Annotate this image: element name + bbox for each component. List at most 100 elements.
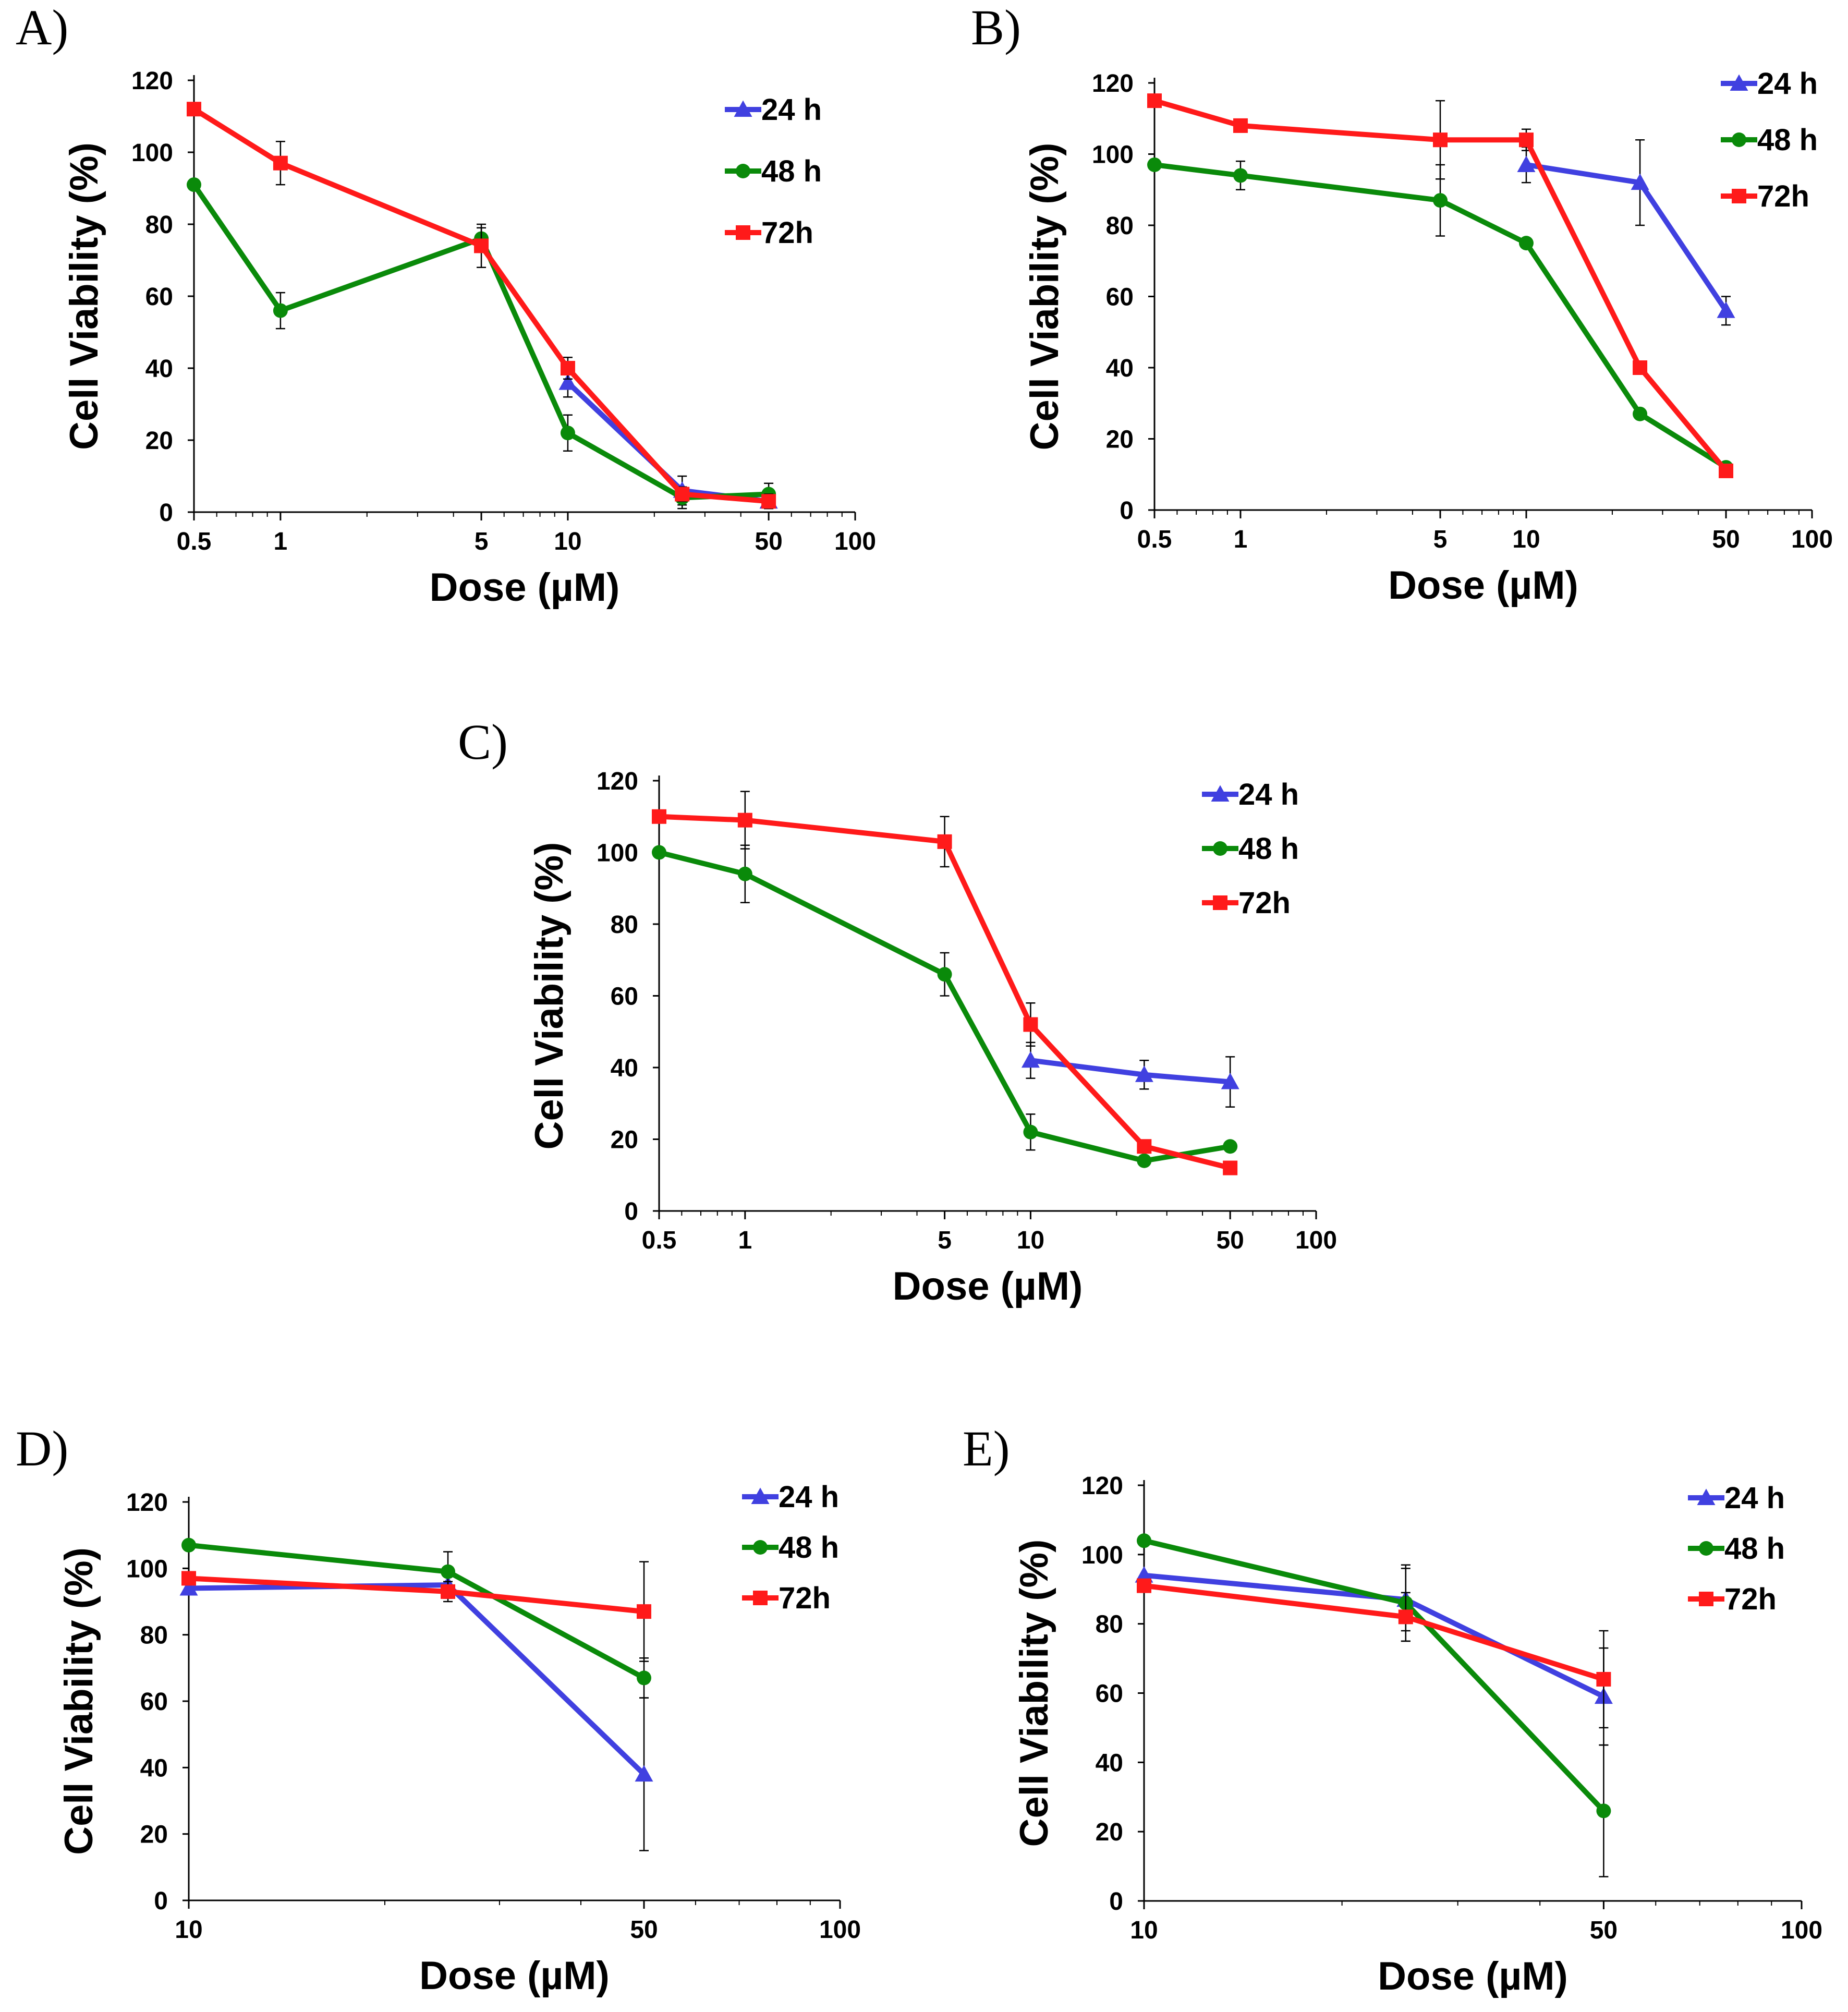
data-point bbox=[273, 155, 288, 171]
x-tick-label: 5 bbox=[475, 528, 489, 555]
x-tick-label: 1 bbox=[274, 528, 288, 555]
data-point bbox=[1518, 236, 1534, 251]
series-72h bbox=[652, 791, 1238, 1175]
series-48h bbox=[1137, 1533, 1611, 1877]
panel-label: C) bbox=[458, 714, 508, 770]
legend-label: 48 h bbox=[1238, 832, 1299, 866]
panel-b: B) 0 20 40 60 80 100 120 0.5 1 5 10 50 100 Dose (µM) Ce… bbox=[971, 0, 1833, 608]
y-tick-label: 40 bbox=[145, 355, 173, 383]
legend-marker bbox=[1699, 1592, 1713, 1606]
data-point bbox=[1719, 463, 1734, 478]
data-point bbox=[737, 813, 752, 828]
data-point bbox=[1135, 1065, 1153, 1082]
data-point bbox=[181, 1571, 196, 1586]
legend-entry: 72h bbox=[725, 216, 813, 250]
x-axis-title: Dose (µM) bbox=[419, 1954, 610, 1998]
panel-label: D) bbox=[16, 1421, 68, 1476]
y-tick-label: 80 bbox=[1106, 212, 1134, 240]
legend-label: 24 h bbox=[1724, 1481, 1785, 1515]
x-tick-label: 50 bbox=[1216, 1227, 1244, 1254]
series-line bbox=[1153, 98, 1728, 473]
legend-marker bbox=[736, 225, 750, 240]
data-point bbox=[1147, 93, 1162, 108]
data-point bbox=[937, 834, 952, 849]
data-point bbox=[1518, 132, 1534, 148]
data-point bbox=[1596, 1671, 1611, 1687]
x-axis-title: Dose (µM) bbox=[1388, 563, 1578, 608]
data-point bbox=[652, 845, 666, 860]
y-tick-label: 80 bbox=[611, 911, 638, 939]
y-axis-title: Cell Viability (%) bbox=[62, 142, 106, 450]
x-tick-label: 1 bbox=[738, 1227, 752, 1254]
y-tick-label: 120 bbox=[1081, 1472, 1123, 1500]
legend-entry: 48 h bbox=[725, 154, 822, 188]
y-tick-label: 120 bbox=[1092, 70, 1134, 98]
legend-label: 48 h bbox=[779, 1531, 839, 1565]
y-tick-label: 120 bbox=[126, 1489, 168, 1517]
legend-marker bbox=[1211, 785, 1230, 802]
legend-label: 72h bbox=[1724, 1582, 1777, 1616]
y-tick-label: 40 bbox=[1096, 1749, 1123, 1777]
data-point bbox=[937, 967, 952, 982]
x-tick-label: 10 bbox=[554, 528, 581, 555]
x-tick-label: 0.5 bbox=[177, 528, 212, 555]
y-tick-label: 120 bbox=[131, 67, 173, 95]
panel-label: E) bbox=[963, 1421, 1010, 1476]
legend-entry: 72h bbox=[1202, 886, 1291, 920]
y-tick-label: 60 bbox=[1106, 284, 1134, 311]
panel-e: E) 0 20 40 60 80 100 120 10 50 100 Dose (µM) Cell Vi… bbox=[963, 1421, 1822, 1998]
x-tick-label: 50 bbox=[1590, 1917, 1618, 1944]
series-48h bbox=[1147, 157, 1734, 475]
y-tick-label: 0 bbox=[1109, 1888, 1123, 1916]
x-tick-label: 100 bbox=[1295, 1227, 1337, 1254]
data-point bbox=[1223, 1139, 1238, 1154]
data-point bbox=[1433, 132, 1448, 148]
legend-entry: 48 h bbox=[1202, 832, 1299, 866]
legend-marker bbox=[1213, 895, 1227, 910]
x-tick-label: 100 bbox=[1791, 526, 1833, 553]
legend-marker bbox=[751, 1487, 770, 1504]
legend-marker bbox=[753, 1540, 768, 1555]
y-tick-label: 20 bbox=[1096, 1819, 1123, 1846]
series-line bbox=[1154, 162, 1728, 470]
series-line bbox=[192, 106, 769, 504]
data-point bbox=[637, 1604, 652, 1619]
series-line bbox=[659, 814, 1231, 1171]
data-point bbox=[474, 238, 489, 253]
x-tick-label: 5 bbox=[1433, 526, 1448, 553]
legend-entry: 24 h bbox=[1688, 1481, 1785, 1515]
legend-label: 48 h bbox=[761, 154, 822, 188]
legend-label: 48 h bbox=[1724, 1532, 1785, 1566]
data-point bbox=[635, 1765, 653, 1782]
data-point bbox=[1221, 1073, 1239, 1089]
data-point bbox=[1137, 1533, 1151, 1548]
legend-marker bbox=[753, 1591, 768, 1605]
data-point bbox=[558, 373, 577, 390]
legend-entry: 48 h bbox=[742, 1531, 839, 1565]
data-point bbox=[1631, 173, 1649, 190]
y-axis-title: Cell Viability (%) bbox=[1012, 1540, 1056, 1847]
y-tick-label: 40 bbox=[611, 1055, 638, 1082]
data-point bbox=[1233, 168, 1248, 183]
x-tick-label: 100 bbox=[834, 528, 876, 555]
data-point bbox=[187, 102, 201, 117]
data-point bbox=[1633, 360, 1648, 375]
x-tick-label: 1 bbox=[1234, 526, 1248, 553]
legend-entry: 72h bbox=[1721, 179, 1809, 213]
series-72h bbox=[187, 102, 776, 510]
legend-entry: 72h bbox=[1688, 1582, 1777, 1616]
y-tick-label: 0 bbox=[1120, 497, 1134, 525]
y-tick-label: 100 bbox=[126, 1555, 168, 1583]
data-point bbox=[1233, 118, 1248, 133]
data-point bbox=[187, 177, 201, 192]
legend-entry: 24 h bbox=[1721, 67, 1818, 101]
data-point bbox=[560, 426, 575, 441]
series-line bbox=[188, 1542, 646, 1680]
series-line bbox=[1030, 1058, 1231, 1085]
data-point bbox=[1433, 193, 1448, 208]
data-point bbox=[1021, 1051, 1040, 1068]
x-tick-label: 5 bbox=[938, 1227, 952, 1254]
y-tick-label: 0 bbox=[159, 499, 173, 527]
y-axis-title: Cell Viability (%) bbox=[527, 842, 572, 1150]
y-tick-label: 20 bbox=[611, 1126, 638, 1154]
